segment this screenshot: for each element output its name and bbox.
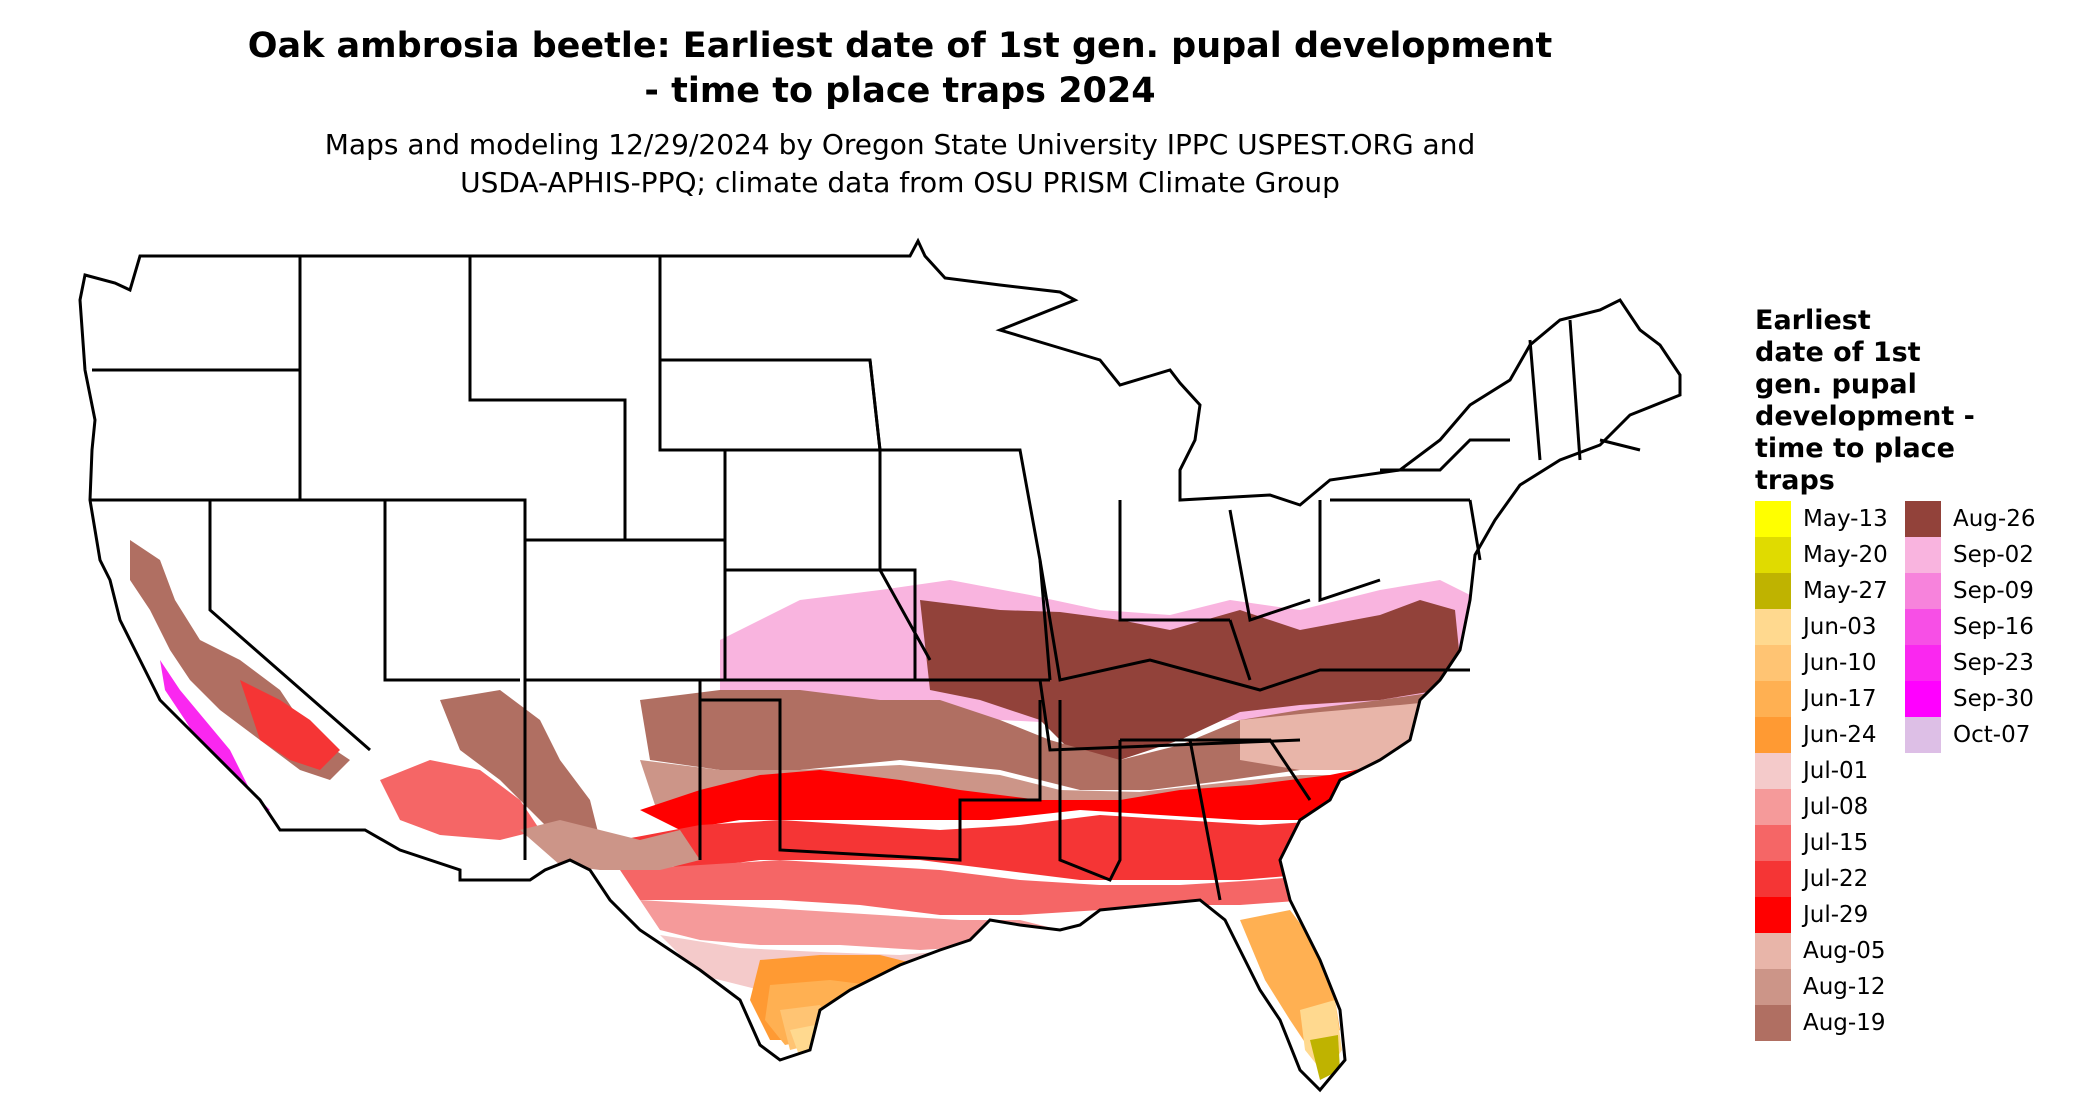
legend-swatch xyxy=(1755,825,1791,861)
legend-swatch xyxy=(1755,501,1791,537)
legend-item: May-13 xyxy=(1755,501,1888,537)
legend-label: Aug-19 xyxy=(1803,1010,1886,1036)
legend-swatch xyxy=(1755,933,1791,969)
legend-swatch xyxy=(1905,645,1941,681)
title-block: Oak ambrosia beetle: Earliest date of 1s… xyxy=(0,24,1800,202)
legend-swatch xyxy=(1755,969,1791,1005)
legend-items: May-13 May-20 May-27 Jun-03 Jun-10 Jun-17 Jun-… xyxy=(1755,501,2075,1041)
legend-item: Sep-30 xyxy=(1905,681,2034,717)
legend-swatch xyxy=(1905,501,1941,537)
legend-swatch xyxy=(1905,717,1941,753)
legend-label: Jun-03 xyxy=(1803,614,1877,640)
legend-item: Sep-02 xyxy=(1905,537,2034,573)
band-jul-22 xyxy=(620,815,1380,880)
legend-item: Sep-16 xyxy=(1905,609,2034,645)
map-subtitle-line-1: Maps and modeling 12/29/2024 by Oregon S… xyxy=(324,128,1476,161)
legend-label: Jul-01 xyxy=(1803,758,1869,784)
legend-label: May-27 xyxy=(1803,578,1888,604)
legend-label: Jul-22 xyxy=(1803,866,1869,892)
legend-item: Jul-01 xyxy=(1755,753,1868,789)
legend-item: Aug-19 xyxy=(1755,1005,1885,1041)
band-west-magenta xyxy=(160,660,270,815)
band-aug-26 xyxy=(920,600,1460,760)
legend-label: Jun-17 xyxy=(1803,686,1877,712)
legend-swatch xyxy=(1755,861,1791,897)
band-jul-29 xyxy=(640,765,1420,830)
legend-item: Jul-22 xyxy=(1755,861,1868,897)
legend-item: Jul-08 xyxy=(1755,789,1868,825)
band-nm-brown xyxy=(520,820,700,870)
legend-swatch xyxy=(1755,645,1791,681)
legend-label: Sep-02 xyxy=(1953,542,2034,568)
legend-swatch xyxy=(1755,789,1791,825)
legend-label: Sep-09 xyxy=(1953,578,2034,604)
legend-swatch xyxy=(1755,573,1791,609)
legend-label: Jun-24 xyxy=(1803,722,1877,748)
legend-title-line: gen. pupal xyxy=(1755,369,1917,400)
legend-label: Jul-29 xyxy=(1803,902,1869,928)
legend-label: Aug-26 xyxy=(1953,506,2036,532)
legend-title-line: time to place xyxy=(1755,433,1955,464)
legend-title-line: traps xyxy=(1755,465,1835,496)
legend-swatch xyxy=(1755,753,1791,789)
legend-item: Jun-24 xyxy=(1755,717,1877,753)
legend-swatch xyxy=(1905,573,1941,609)
legend-item: Oct-07 xyxy=(1905,717,2030,753)
legend-item: Jun-17 xyxy=(1755,681,1877,717)
legend-swatch xyxy=(1755,1005,1791,1041)
us-outline xyxy=(78,237,1682,1093)
legend-item: Aug-05 xyxy=(1755,933,1885,969)
legend-title-line: development - xyxy=(1755,401,1975,432)
band-may-27 xyxy=(1310,1035,1340,1080)
legend-item: Sep-23 xyxy=(1905,645,2034,681)
legend-item: Sep-09 xyxy=(1905,573,2034,609)
legend-item: Jun-03 xyxy=(1755,609,1877,645)
legend-swatch xyxy=(1755,717,1791,753)
legend-swatch xyxy=(1905,681,1941,717)
map-title-line-1: Oak ambrosia beetle: Earliest date of 1s… xyxy=(247,26,1553,66)
legend: Earliest date of 1st gen. pupal developm… xyxy=(1755,305,2075,1041)
legend-item: Jun-10 xyxy=(1755,645,1877,681)
legend-title: Earliest date of 1st gen. pupal developm… xyxy=(1755,305,2055,497)
legend-label: Jul-08 xyxy=(1803,794,1869,820)
legend-label: Sep-16 xyxy=(1953,614,2034,640)
map-subtitle-line-2: USDA-APHIS-PPQ; climate data from OSU PR… xyxy=(460,166,1340,199)
legend-item: Aug-26 xyxy=(1905,501,2035,537)
legend-label: Jun-10 xyxy=(1803,650,1877,676)
legend-label: Aug-12 xyxy=(1803,974,1886,1000)
legend-item: May-20 xyxy=(1755,537,1888,573)
band-jul-15 xyxy=(620,860,1320,915)
band-jul-08 xyxy=(640,900,1060,950)
legend-label: May-20 xyxy=(1803,542,1888,568)
legend-item: May-27 xyxy=(1755,573,1888,609)
state-borders xyxy=(78,237,1682,1093)
legend-swatch xyxy=(1905,609,1941,645)
legend-title-line: date of 1st xyxy=(1755,337,1921,368)
map-title-line-2: - time to place traps 2024 xyxy=(644,71,1156,111)
band-az-red xyxy=(380,760,540,840)
legend-label: May-13 xyxy=(1803,506,1888,532)
legend-title-line: Earliest xyxy=(1755,305,1871,336)
legend-label: Aug-05 xyxy=(1803,938,1886,964)
legend-swatch xyxy=(1755,681,1791,717)
legend-label: Sep-23 xyxy=(1953,650,2034,676)
band-may-13 xyxy=(1285,1090,1320,1106)
legend-swatch xyxy=(1905,537,1941,573)
legend-item: Jul-29 xyxy=(1755,897,1868,933)
legend-swatch xyxy=(1755,609,1791,645)
legend-label: Oct-07 xyxy=(1953,722,2031,748)
legend-item: Aug-12 xyxy=(1755,969,1885,1005)
legend-swatch xyxy=(1755,897,1791,933)
band-west-red xyxy=(240,680,340,770)
legend-label: Sep-30 xyxy=(1953,686,2034,712)
band-az-brown xyxy=(440,690,600,850)
legend-swatch xyxy=(1755,537,1791,573)
legend-item: Jul-15 xyxy=(1755,825,1868,861)
legend-label: Jul-15 xyxy=(1803,830,1869,856)
